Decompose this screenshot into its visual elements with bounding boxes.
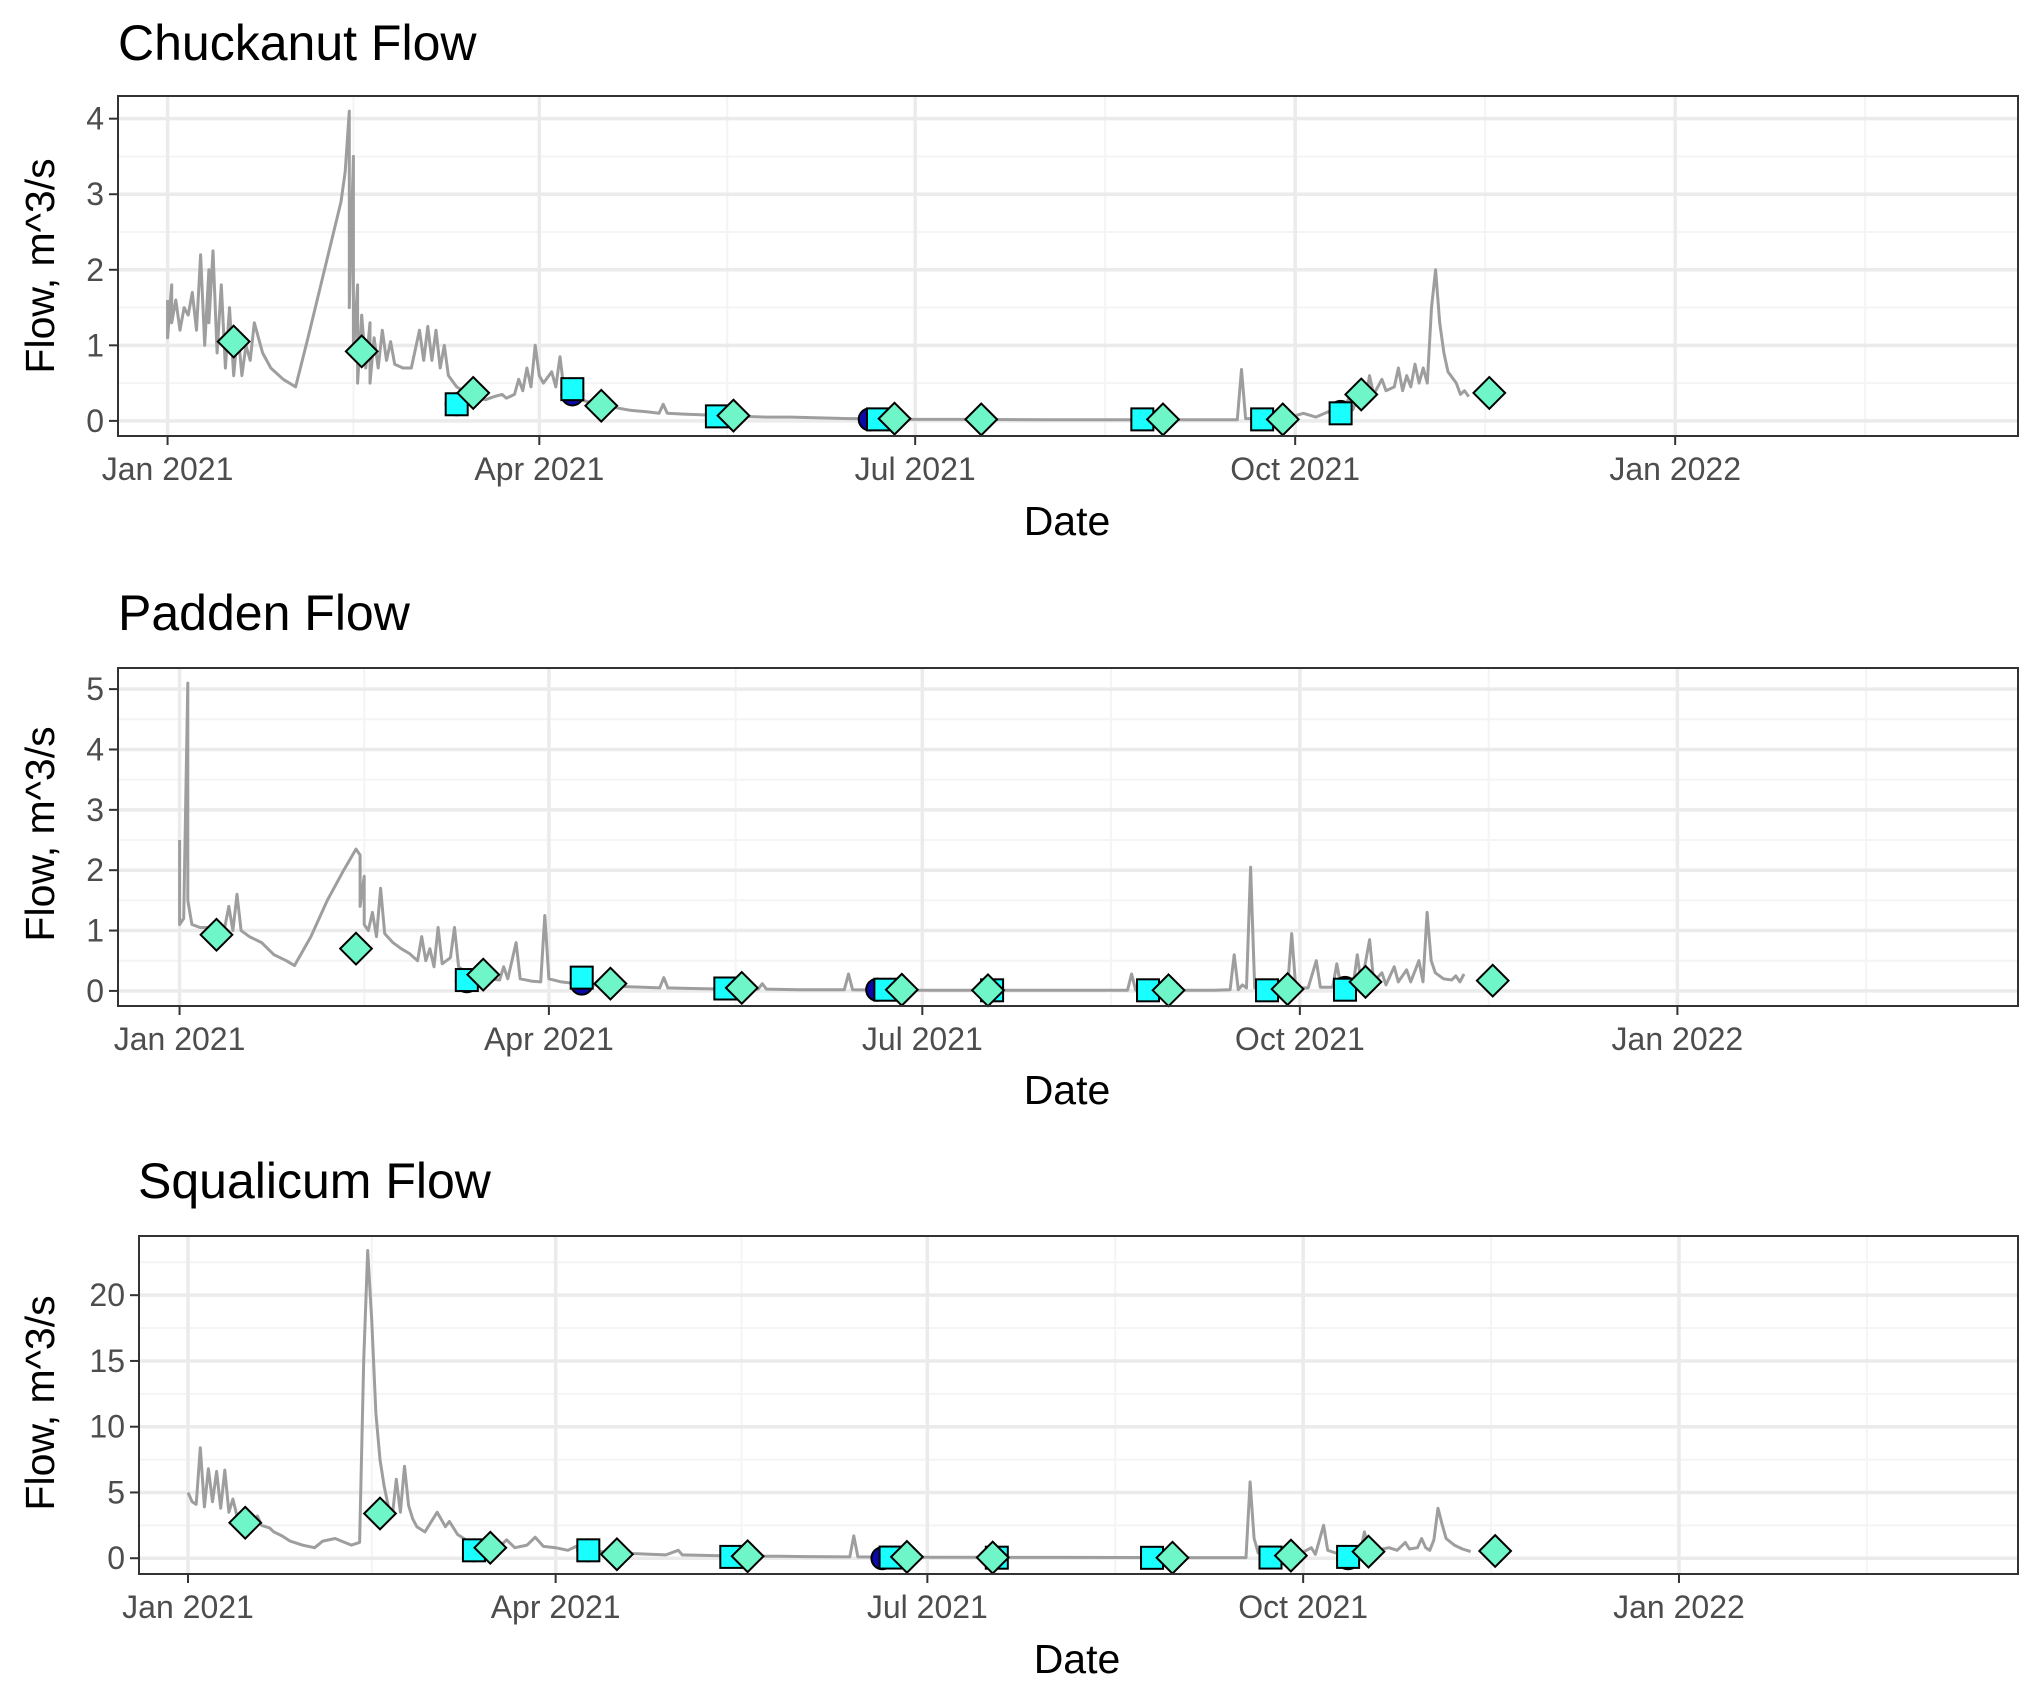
square-point xyxy=(569,965,594,990)
y-tick-label: 2 xyxy=(86,252,104,288)
y-tick-label: 1 xyxy=(86,913,104,949)
x-axis-title: Date xyxy=(1024,498,1111,544)
flow-line xyxy=(178,681,1466,992)
diamond-point xyxy=(964,402,999,437)
diamond-point xyxy=(584,388,619,424)
diamond-point xyxy=(362,1496,398,1531)
diamond-point xyxy=(1475,963,1510,998)
chart-panel-squalicum: Squalicum Flow Jan 2021 Apr 2021 Jul 2021 O… xyxy=(17,1153,2019,1682)
diamond-point xyxy=(593,966,628,1001)
diamond-point xyxy=(338,931,374,966)
diamond-point xyxy=(216,324,251,359)
grid xyxy=(118,96,2018,436)
square-point xyxy=(1332,977,1357,1002)
y-tick-label: 10 xyxy=(89,1409,125,1445)
x-tick-label: Jan 2022 xyxy=(1609,451,1741,487)
y-tick-label: 5 xyxy=(107,1474,125,1510)
chart-title: Padden Flow xyxy=(118,585,411,641)
chart-title: Chuckanut Flow xyxy=(118,15,477,71)
diamond-point xyxy=(1348,964,1383,1000)
y-tick-label: 2 xyxy=(86,852,104,888)
diamond-point xyxy=(344,334,379,369)
diamond-point xyxy=(599,1537,635,1572)
x-tick-label: Apr 2021 xyxy=(491,1589,621,1625)
axes: Jan 2021 Apr 2021 Jul 2021 Oct 2021 Jan 2022… xyxy=(89,1277,1744,1625)
diamond-point xyxy=(473,1530,508,1565)
y-axis-title: Flow, m^3/s xyxy=(17,726,63,941)
x-tick-label: Oct 2021 xyxy=(1230,451,1360,487)
x-tick-label: Apr 2021 xyxy=(474,451,604,487)
y-tick-label: 1 xyxy=(86,327,104,363)
data-marks xyxy=(186,1249,1513,1575)
x-tick-label: Jan 2021 xyxy=(114,1021,246,1057)
y-tick-label: 4 xyxy=(86,101,104,137)
square-point xyxy=(576,1538,601,1563)
x-tick-label: Jul 2021 xyxy=(855,451,976,487)
y-tick-label: 15 xyxy=(89,1343,125,1379)
chart-panel-padden: Padden Flow Jan 2021 Apr 2021 Jul 2021 Oct … xyxy=(17,585,2019,1113)
chart-panel-chuckanut: Chuckanut Flow Jan 2021 Apr 2021 Jul 2021 O… xyxy=(17,15,2019,544)
y-tick-label: 0 xyxy=(107,1540,125,1576)
diamond-point xyxy=(730,1538,765,1574)
diamond-point xyxy=(1344,377,1379,412)
x-tick-label: Apr 2021 xyxy=(484,1021,614,1057)
panel-border xyxy=(117,95,2019,437)
y-tick-label: 3 xyxy=(86,792,104,828)
axes: Jan 2021 Apr 2021 Jul 2021 Oct 2021 Jan 2022… xyxy=(86,101,1741,487)
y-tick-label: 5 xyxy=(86,671,104,707)
diamond-point xyxy=(1472,375,1507,411)
y-tick-label: 3 xyxy=(86,176,104,212)
x-axis-title: Date xyxy=(1034,1636,1121,1682)
y-tick-label: 0 xyxy=(86,973,104,1009)
diamond-point xyxy=(1351,1534,1386,1569)
x-tick-label: Jul 2021 xyxy=(862,1021,983,1057)
axes: Jan 2021 Apr 2021 Jul 2021 Oct 2021 Jan 2022… xyxy=(86,671,1743,1057)
panel-border xyxy=(117,667,2019,1007)
y-tick-label: 0 xyxy=(86,403,104,439)
diamond-point xyxy=(877,401,912,436)
square-point xyxy=(1328,401,1353,426)
x-tick-label: Jul 2021 xyxy=(867,1589,988,1625)
x-axis-title: Date xyxy=(1024,1067,1111,1113)
diamond-point xyxy=(1273,1538,1309,1573)
panel-border xyxy=(138,1235,2019,1575)
y-tick-label: 20 xyxy=(89,1277,125,1313)
x-tick-label: Jan 2021 xyxy=(102,451,234,487)
grid xyxy=(118,668,2018,1006)
diamond-point xyxy=(227,1505,263,1540)
data-marks xyxy=(166,109,1507,437)
y-axis-title: Flow, m^3/s xyxy=(17,1295,63,1510)
x-tick-label: Jan 2022 xyxy=(1612,1021,1744,1057)
y-tick-label: 4 xyxy=(86,731,104,767)
data-marks xyxy=(178,681,1510,1008)
square-point xyxy=(560,377,585,402)
diamond-point xyxy=(465,957,501,992)
x-tick-label: Oct 2021 xyxy=(1235,1021,1365,1057)
x-tick-label: Jan 2022 xyxy=(1613,1589,1745,1625)
diamond-point xyxy=(199,917,234,953)
grid xyxy=(139,1236,2018,1574)
x-tick-label: Jan 2021 xyxy=(122,1589,254,1625)
diamond-point xyxy=(724,970,760,1006)
x-tick-label: Oct 2021 xyxy=(1238,1589,1368,1625)
diamond-point xyxy=(1270,971,1305,1007)
diamond-point xyxy=(716,398,751,433)
y-axis-title: Flow, m^3/s xyxy=(17,158,63,373)
chart-title: Squalicum Flow xyxy=(138,1153,492,1209)
diamond-point xyxy=(1477,1533,1513,1569)
diamond-point xyxy=(889,1539,925,1575)
diamond-point xyxy=(455,375,491,411)
